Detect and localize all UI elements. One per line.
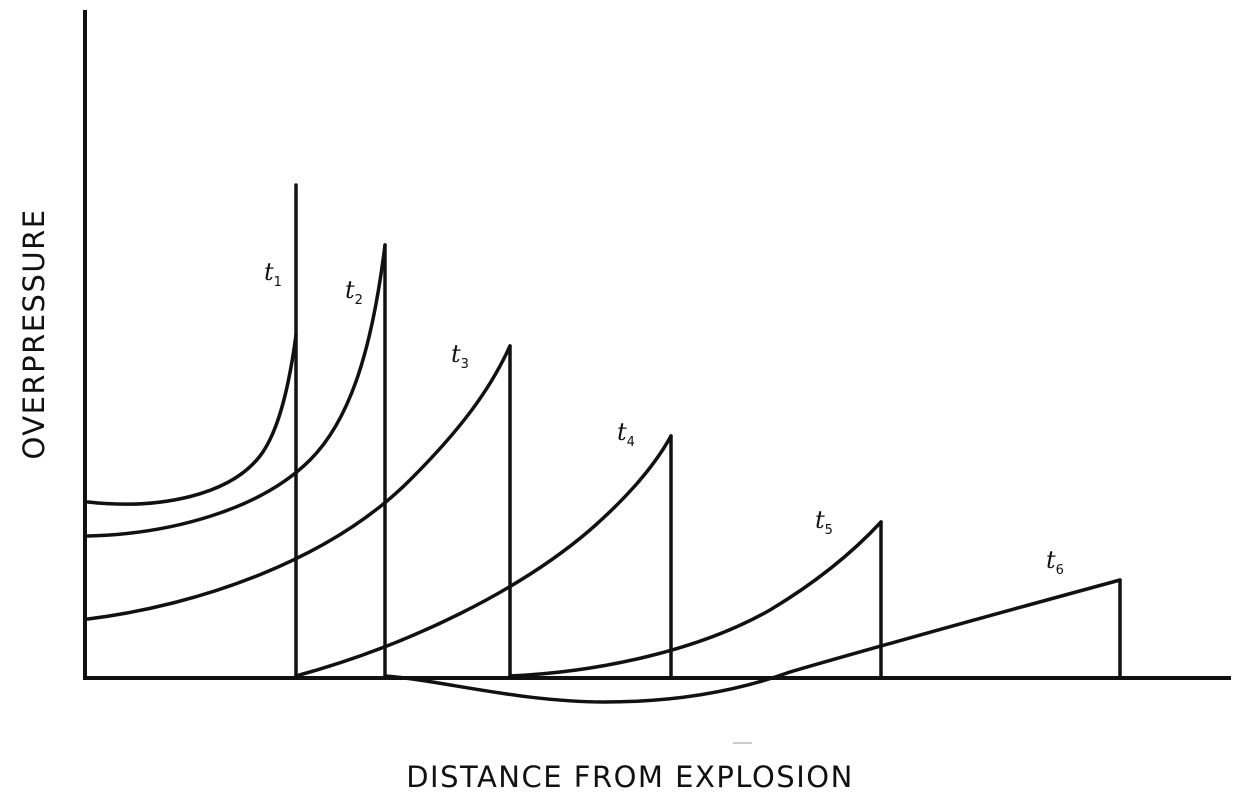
curve-label-t5: t5 <box>815 506 833 538</box>
curve-label-t4: t4 <box>617 418 635 450</box>
curve-t1 <box>86 183 298 678</box>
curve-t4 <box>294 434 673 678</box>
x-axis-title: DISTANCE FROM EXPLOSION <box>406 760 854 794</box>
curve-t1-tail <box>86 333 298 506</box>
curve-t2-tail <box>86 243 387 538</box>
curve-t5 <box>383 520 883 704</box>
curve-t4-tail <box>294 434 673 678</box>
curve-t5-negative-phase <box>383 670 792 704</box>
curve-label-t3: t3 <box>451 340 469 372</box>
curve-t3 <box>86 344 512 678</box>
curve-t3-tail <box>86 344 512 621</box>
y-axis-title: OVERPRESSURE <box>17 208 51 459</box>
curve-t2 <box>86 243 387 678</box>
curve-t6-tail <box>788 578 1122 674</box>
curve-t5-tail <box>508 520 883 678</box>
curve-label-t2: t2 <box>345 276 363 308</box>
curve-label-t1: t1 <box>264 258 282 290</box>
curve-t6 <box>788 578 1122 678</box>
curve-label-t6: t6 <box>1046 546 1064 578</box>
